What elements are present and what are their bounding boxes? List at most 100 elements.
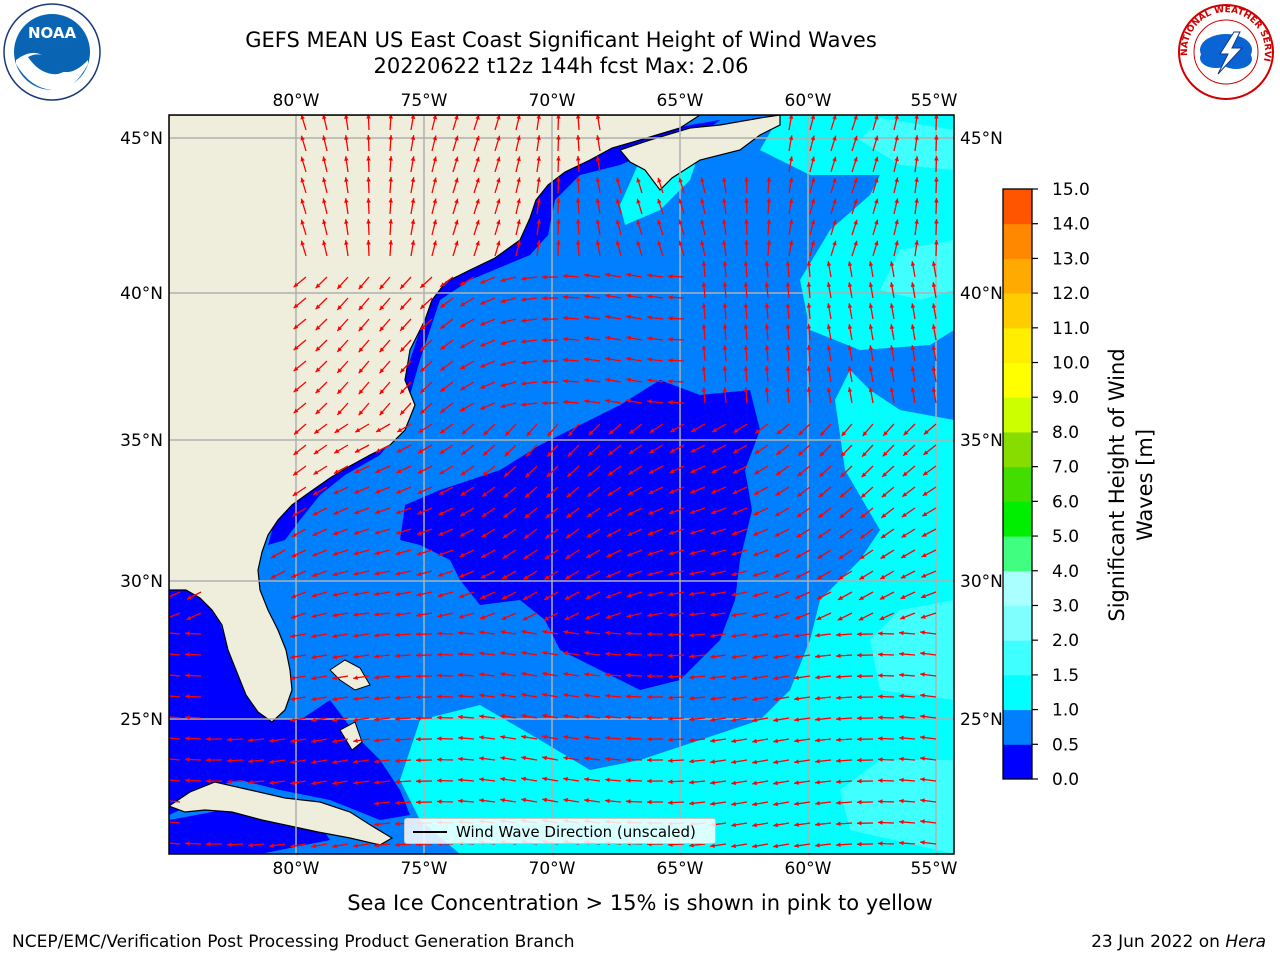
wind-arrow-head (523, 554, 529, 559)
wind-arrow-head (501, 615, 507, 620)
wind-arrow-head (563, 273, 568, 279)
wind-arrow-head (910, 282, 916, 287)
wind-arrow-head (584, 273, 589, 278)
wind-arrow-head (437, 736, 442, 741)
wind-arrow-head (395, 571, 401, 576)
wind-arrow-head (584, 294, 589, 299)
wind-arrow-head (647, 399, 652, 404)
wind-arrow-head (353, 696, 358, 701)
wind-arrow-head (806, 282, 812, 287)
wind-arrow-head (636, 219, 641, 225)
wind-arrow-head (300, 135, 305, 141)
wind-arrow-head (379, 305, 385, 311)
wind-arrow-head (542, 797, 547, 803)
wind-arrow-head (910, 345, 916, 350)
wind-arrow-head (563, 294, 568, 300)
wind-arrow-head (626, 377, 631, 383)
lat-label-right: 35°N (960, 431, 1003, 451)
wind-arrow-head (500, 735, 505, 740)
wind-arrow-head (606, 532, 612, 537)
wind-arrow-head (410, 177, 416, 182)
colorbar-swatch (1003, 431, 1032, 468)
wind-arrow-head (524, 513, 530, 519)
wind-arrow-head (711, 489, 717, 494)
wind-arrow-head (605, 398, 610, 404)
wind-arrow-head (853, 115, 858, 120)
wind-arrow-head (563, 378, 568, 384)
wind-arrow-head (417, 510, 423, 515)
wind-arrow-head (395, 779, 400, 785)
wind-arrow-head (521, 734, 526, 740)
wind-arrow-head (810, 135, 816, 141)
wind-arrow-head (836, 758, 841, 763)
wind-arrow-head (395, 530, 401, 535)
wind-arrow-head (900, 594, 906, 599)
wind-arrow-head (700, 177, 705, 183)
wind-arrow-head (889, 303, 895, 308)
wind-arrow-head (437, 613, 443, 618)
wind-arrow-head (627, 511, 633, 516)
wind-arrow-head (755, 429, 760, 434)
wind-arrow-head (900, 574, 906, 579)
wind-arrow-head (605, 798, 610, 804)
wind-arrow-head (752, 696, 757, 702)
wind-arrow-head (353, 591, 359, 597)
wind-arrow-head (910, 324, 916, 329)
wind-arrow (169, 716, 181, 719)
wind-arrow-head (332, 571, 338, 577)
legend-label: Wind Wave Direction (unscaled) (456, 823, 696, 841)
wind-arrow-head (416, 551, 422, 556)
wind-arrow-head (832, 198, 837, 204)
wind-arrow-head (752, 633, 757, 639)
land-north-america (169, 115, 702, 723)
wind-arrow-head (480, 342, 486, 347)
wind-arrow-head (636, 177, 641, 183)
wind-arrow-head (353, 738, 358, 743)
wind-arrow-head (914, 219, 919, 224)
wind-arrow-head (882, 472, 888, 477)
wind-arrow-head (691, 427, 697, 432)
wind-arrow-head (840, 493, 845, 498)
wind-arrow-head (337, 389, 342, 394)
colorbar-title-unit: Waves [m] (1133, 429, 1157, 541)
wind-arrow-head (432, 156, 437, 162)
wind-arrow-head (859, 575, 865, 580)
wind-arrow-head (880, 574, 886, 579)
wind-arrow-head (710, 550, 716, 556)
wind-arrow-head (164, 841, 169, 846)
wind-arrow-head (921, 553, 927, 558)
wind-arrow-head (475, 115, 480, 120)
wind-arrow-head (722, 219, 727, 224)
wind-arrow-head (353, 612, 358, 617)
wind-arrow-head (480, 363, 486, 368)
wind-arrow-head (432, 177, 437, 183)
wind-arrow-head (521, 402, 526, 407)
wind-arrow-head (901, 512, 907, 518)
wind-arrow-head (584, 315, 589, 320)
wind-arrow-head (785, 387, 791, 392)
wind-arrow-head (605, 777, 610, 783)
wind-arrow-head (206, 841, 211, 847)
wind-arrow-head (710, 738, 715, 743)
wind-arrow-head (248, 779, 253, 785)
wind-arrow-head (575, 156, 581, 161)
wind-arrow-head (475, 219, 480, 225)
wind-arrow-head (481, 553, 486, 558)
wind-arrow-head (440, 428, 445, 434)
wind-arrow-head (752, 801, 757, 807)
wind-arrow-head (754, 470, 760, 475)
wind-arrow-head (521, 650, 526, 656)
wind-arrow-head (164, 694, 169, 699)
wind-arrow-head (332, 759, 337, 765)
wind-arrow-head (300, 177, 305, 183)
wind-arrow-head (626, 314, 631, 320)
wind-arrow-head (432, 115, 437, 120)
wind-arrow-head (752, 843, 757, 849)
map-frame (168, 114, 955, 855)
wind-arrow-head (584, 777, 589, 782)
wind-arrow-head (701, 261, 707, 266)
wind-arrow-head (773, 654, 778, 660)
wind-arrow-head (374, 530, 380, 535)
colorbar-tick-label: 11.0 (1052, 319, 1090, 339)
wind-arrow-head (482, 492, 488, 497)
